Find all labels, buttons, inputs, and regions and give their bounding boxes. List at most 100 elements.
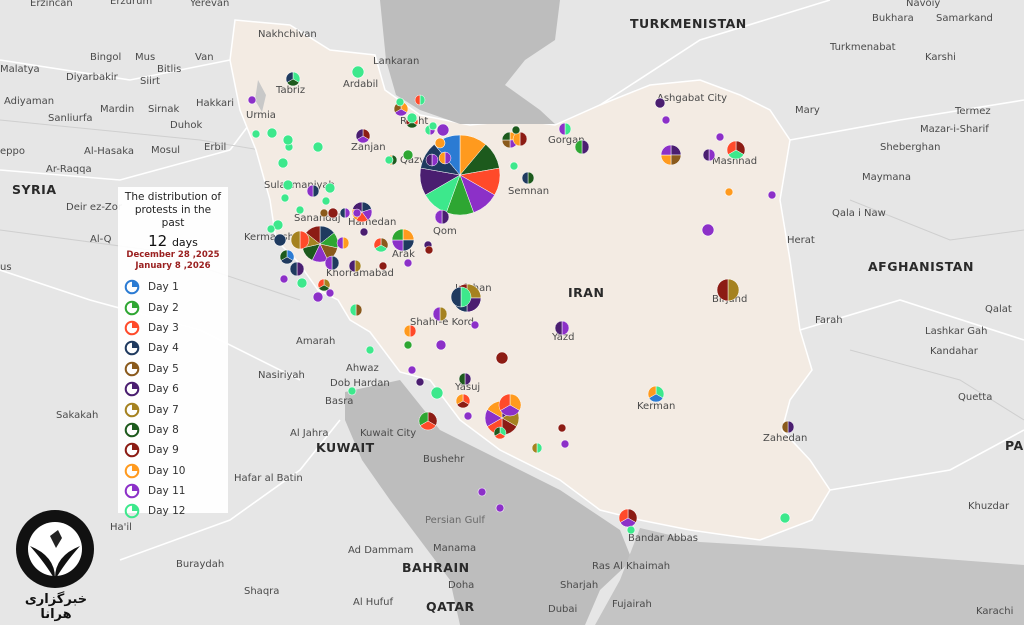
protest-marker[interactable] xyxy=(434,137,446,149)
protest-marker[interactable] xyxy=(702,148,716,162)
protest-marker[interactable] xyxy=(724,187,734,197)
protest-marker[interactable] xyxy=(359,227,369,237)
protest-marker[interactable] xyxy=(347,386,357,396)
protest-marker[interactable] xyxy=(279,249,295,265)
protest-marker[interactable] xyxy=(557,423,567,433)
protest-marker[interactable] xyxy=(266,224,276,234)
protest-marker[interactable] xyxy=(493,426,507,440)
protest-marker[interactable] xyxy=(351,65,365,79)
protest-marker[interactable] xyxy=(414,94,426,106)
protest-marker[interactable] xyxy=(434,209,450,225)
protest-marker[interactable] xyxy=(327,207,339,219)
marker-slice xyxy=(324,182,336,194)
protest-marker[interactable] xyxy=(273,233,287,247)
protest-marker[interactable] xyxy=(554,320,570,336)
protest-marker[interactable] xyxy=(647,385,665,403)
protest-marker[interactable] xyxy=(352,208,362,218)
protest-marker[interactable] xyxy=(512,131,528,147)
protest-marker[interactable] xyxy=(654,97,666,109)
protest-marker[interactable] xyxy=(701,223,715,237)
protest-marker[interactable] xyxy=(521,171,535,185)
protest-marker[interactable] xyxy=(378,261,388,271)
protest-marker[interactable] xyxy=(324,182,336,194)
protest-marker[interactable] xyxy=(767,190,777,200)
protest-marker[interactable] xyxy=(280,193,290,203)
protest-marker[interactable] xyxy=(715,132,725,142)
protest-marker[interactable] xyxy=(415,377,425,387)
protest-marker[interactable] xyxy=(403,340,413,350)
protest-marker[interactable] xyxy=(436,123,450,137)
protest-marker[interactable] xyxy=(511,125,521,135)
protest-marker[interactable] xyxy=(407,365,417,375)
protest-marker[interactable] xyxy=(558,122,572,136)
protest-marker[interactable] xyxy=(365,345,375,355)
protest-marker[interactable] xyxy=(285,71,301,87)
protest-marker[interactable] xyxy=(403,324,417,338)
protest-marker[interactable] xyxy=(336,236,350,250)
protest-marker[interactable] xyxy=(418,411,438,431)
protest-marker[interactable] xyxy=(779,512,791,524)
protest-marker[interactable] xyxy=(477,487,487,497)
protest-marker[interactable] xyxy=(321,196,331,206)
protest-marker[interactable] xyxy=(325,288,335,298)
protest-marker[interactable] xyxy=(432,306,448,322)
protest-marker[interactable] xyxy=(495,351,509,365)
protest-marker[interactable] xyxy=(277,157,289,169)
protest-marker[interactable] xyxy=(661,115,671,125)
protest-marker[interactable] xyxy=(247,95,257,105)
protest-marker[interactable] xyxy=(435,339,447,351)
protest-marker[interactable] xyxy=(470,320,480,330)
protest-marker[interactable] xyxy=(660,144,682,166)
protest-marker[interactable] xyxy=(726,140,746,160)
protest-marker[interactable] xyxy=(251,129,261,139)
protest-marker[interactable] xyxy=(339,207,351,219)
protest-marker[interactable] xyxy=(428,121,438,131)
protest-marker[interactable] xyxy=(425,153,439,167)
protest-marker[interactable] xyxy=(716,278,740,302)
protest-marker[interactable] xyxy=(406,112,418,124)
protest-marker[interactable] xyxy=(373,237,389,253)
marker-slice xyxy=(348,259,356,273)
protest-marker[interactable] xyxy=(319,208,329,218)
protest-marker[interactable] xyxy=(295,205,305,215)
protest-marker[interactable] xyxy=(419,134,501,216)
protest-marker[interactable] xyxy=(296,277,308,289)
protest-marker[interactable] xyxy=(626,525,636,535)
protest-marker[interactable] xyxy=(574,139,590,155)
protest-marker[interactable] xyxy=(289,261,305,277)
protest-marker[interactable] xyxy=(430,386,444,400)
protest-marker[interactable] xyxy=(458,372,472,386)
protest-marker[interactable] xyxy=(560,439,570,449)
protest-marker[interactable] xyxy=(495,503,505,513)
protest-marker[interactable] xyxy=(349,303,363,317)
protest-marker[interactable] xyxy=(312,141,324,153)
protest-marker[interactable] xyxy=(290,230,310,250)
protest-marker[interactable] xyxy=(272,219,284,231)
protest-marker[interactable] xyxy=(384,155,394,165)
protest-marker[interactable] xyxy=(391,228,415,252)
protest-marker[interactable] xyxy=(279,274,289,284)
protest-marker[interactable] xyxy=(282,179,294,191)
protest-marker[interactable] xyxy=(498,393,522,417)
protest-marker[interactable] xyxy=(317,278,331,292)
protest-marker[interactable] xyxy=(450,286,472,308)
protest-marker[interactable] xyxy=(531,442,543,454)
protest-marker[interactable] xyxy=(455,393,471,409)
protest-marker[interactable] xyxy=(463,411,473,421)
protest-marker[interactable] xyxy=(618,508,638,528)
protest-marker[interactable] xyxy=(395,97,405,107)
protest-marker[interactable] xyxy=(424,245,434,255)
protest-marker[interactable] xyxy=(402,149,414,161)
protest-marker[interactable] xyxy=(509,161,519,171)
protest-marker[interactable] xyxy=(355,128,371,144)
protest-marker[interactable] xyxy=(348,259,362,273)
protest-marker[interactable] xyxy=(324,255,340,271)
protest-marker[interactable] xyxy=(403,258,413,268)
protest-marker[interactable] xyxy=(306,184,320,198)
protest-marker[interactable] xyxy=(438,151,452,165)
protest-marker[interactable] xyxy=(781,420,795,434)
protest-marker[interactable] xyxy=(266,127,278,139)
protest-marker[interactable] xyxy=(282,134,294,146)
protest-marker[interactable] xyxy=(312,291,324,303)
